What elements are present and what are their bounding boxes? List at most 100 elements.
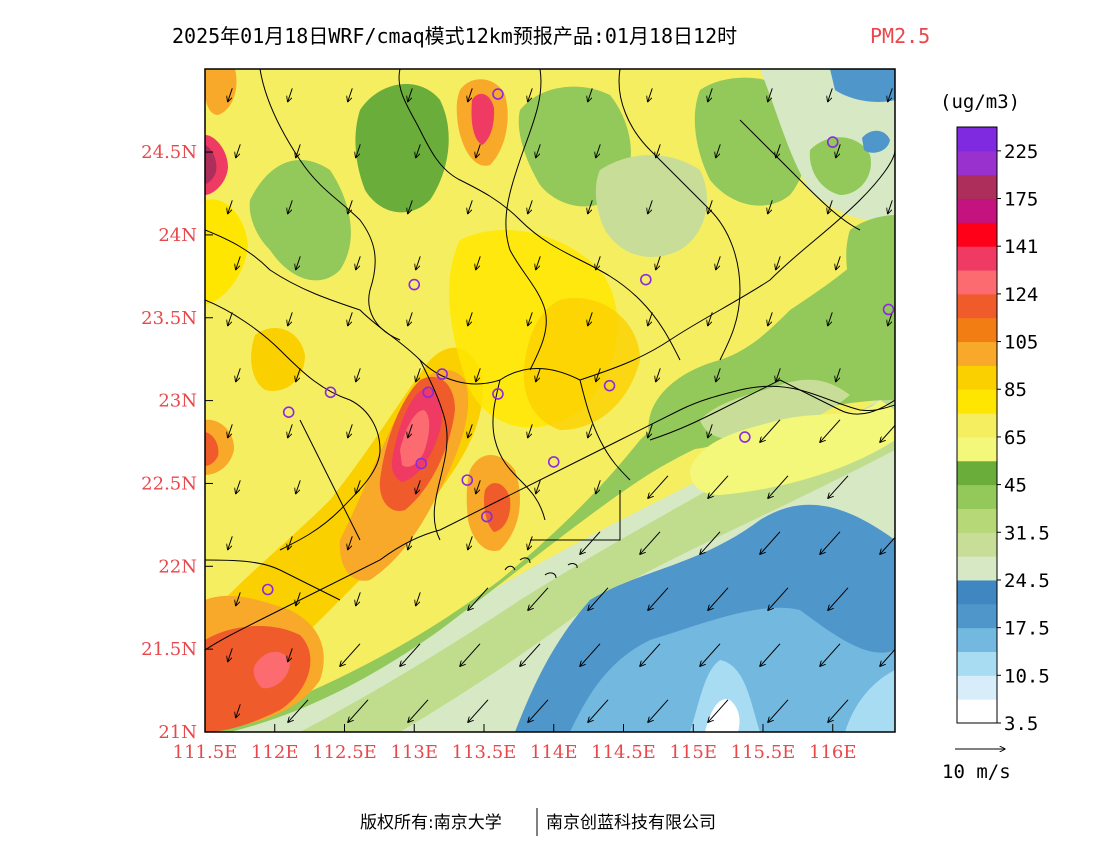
wind-arrow (356, 256, 361, 269)
southwest-pink (253, 651, 290, 689)
wind-arrow (648, 312, 653, 325)
legend-swatch (957, 389, 997, 414)
legend-swatch (957, 150, 997, 176)
legend-swatch (957, 413, 997, 438)
wind-arrow (356, 592, 361, 605)
legend-label: 3.5 (1004, 713, 1038, 735)
wind-arrow (468, 312, 473, 325)
wind-arrow (640, 643, 661, 666)
legend-swatch (957, 341, 997, 366)
y-tick-label: 22.5N (141, 473, 197, 494)
station-marker (492, 388, 504, 400)
station-marker (882, 303, 895, 316)
wind-arrow (296, 480, 301, 493)
wind-arrow (708, 88, 713, 101)
wind-arrow (236, 144, 241, 157)
wind-arrow (408, 424, 413, 437)
legend-swatch (957, 317, 997, 343)
station-marker (415, 457, 428, 470)
wind-arrow (528, 312, 533, 325)
wind-arrow (536, 256, 541, 269)
legend-label: 105 (1004, 332, 1038, 354)
north-green-ridge-b (355, 83, 449, 213)
legend-swatch (957, 675, 997, 700)
wind-arrows (228, 88, 895, 722)
wind-arrow (836, 256, 841, 269)
legend-swatch (957, 222, 997, 247)
y-tick-label: 23N (158, 391, 197, 412)
station-marker (603, 379, 616, 392)
wind-arrow (596, 480, 601, 493)
station-marker (826, 136, 839, 148)
legend-label: 225 (1004, 141, 1038, 163)
wind-arrow (468, 587, 489, 610)
wind-arrow (588, 200, 593, 213)
wind-arrow (760, 643, 781, 666)
wind-arrow (408, 88, 413, 101)
wind-arrow (528, 699, 549, 722)
station-marker (547, 456, 560, 468)
legend-swatch (957, 198, 997, 223)
legend-swatch (957, 579, 997, 605)
ocean-right-light (845, 670, 895, 732)
wind-arrow (596, 256, 601, 269)
wind-arrow (836, 368, 841, 381)
wind-arrow (580, 643, 601, 666)
north-hotspot-red (471, 93, 495, 145)
northwest-yellow-ring (205, 199, 248, 305)
west-inland-orange (251, 327, 305, 391)
y-tick-label: 24N (158, 225, 197, 246)
wind-arrow (236, 704, 241, 717)
legend-label: 141 (1004, 236, 1038, 258)
wind-arrow (640, 531, 661, 554)
wind-arrow (588, 312, 593, 325)
wind-arrow (828, 475, 849, 498)
central-hotspot-core (400, 410, 430, 467)
station-marker (324, 386, 337, 399)
legend-swatch (957, 460, 997, 486)
y-tick-label: 21.5N (141, 639, 197, 660)
legend-swatch (957, 699, 997, 724)
wind-arrow (768, 475, 789, 498)
station-marker (408, 278, 421, 291)
wind-arrow (588, 587, 609, 610)
legend-label: 45 (1004, 475, 1027, 497)
ocean-white-spot (705, 699, 740, 732)
station-marker (461, 474, 474, 486)
east-edge-green (846, 215, 895, 302)
wind-arrow (828, 699, 849, 722)
wind-arrow (716, 144, 721, 157)
wind-arrow (648, 88, 653, 101)
wind-arrow (356, 480, 361, 493)
wind-arrow (648, 200, 653, 213)
west-edge-core (205, 145, 217, 184)
legend-frame (956, 126, 998, 724)
wind-arrow (776, 368, 781, 381)
legend-swatch (957, 293, 997, 319)
yellow-band-east (523, 298, 640, 430)
legend-swatch (957, 532, 997, 557)
ocean-light-blue (690, 660, 760, 732)
wind-arrow (416, 592, 421, 605)
wind-arrow (528, 587, 549, 610)
y-tick-label: 23.5N (141, 308, 197, 329)
wind-arrow (468, 200, 473, 213)
wind-arrow (768, 312, 773, 325)
legend-swatch (957, 556, 997, 581)
station-marker (436, 368, 448, 380)
west-edge-red (205, 432, 219, 466)
wind-arrow (596, 144, 601, 157)
x-axis: 111.5E 112E 112.5E 113E 113.5E 114E 114.5E 115E… (173, 724, 857, 763)
wind-arrow (880, 536, 895, 554)
wind-arrow (648, 475, 669, 498)
wind-arrow (348, 536, 353, 549)
wind-arrow (288, 699, 309, 722)
legend-swatch (957, 603, 997, 629)
wind-arrow (536, 144, 541, 157)
wind-arrow (228, 312, 233, 325)
station-marker (422, 386, 435, 399)
wind-arrow (288, 648, 293, 661)
wind-arrow (416, 144, 421, 157)
wind-arrow (296, 256, 301, 269)
wind-arrow (776, 144, 781, 157)
